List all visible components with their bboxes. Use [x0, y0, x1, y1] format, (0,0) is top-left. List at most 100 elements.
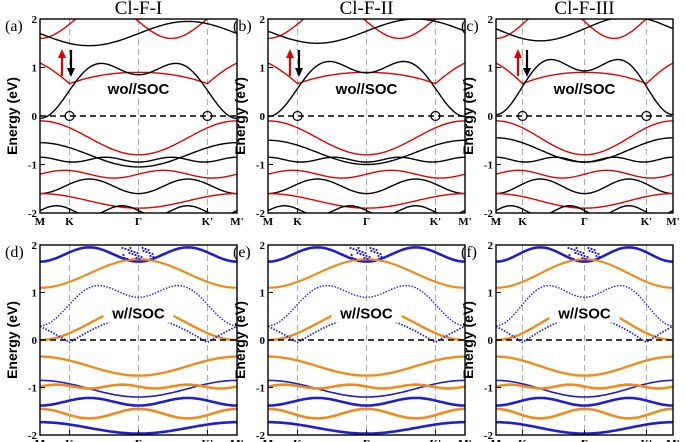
dirac-point-marker: [641, 110, 652, 122]
panel-label: (c): [461, 18, 479, 35]
band-line: [40, 20, 237, 47]
band-noise-dot: [376, 251, 379, 255]
y-tick-label: 1: [260, 288, 266, 300]
band-line: [268, 19, 437, 40]
band-noise-dot: [134, 253, 137, 257]
soc-annotation-backdrop: [543, 80, 626, 99]
y-tick-label: 1: [260, 63, 266, 75]
band-noise-dot: [349, 246, 352, 250]
band-noise-dot: [365, 254, 368, 258]
band-line: [496, 407, 673, 420]
band-noise-dot: [576, 249, 579, 253]
panel-label: (a): [5, 18, 23, 35]
y-tick-label: 2: [260, 14, 266, 26]
band-noise-dot: [137, 254, 140, 258]
band-line: [40, 258, 237, 289]
x-tick-label-K': K': [430, 216, 442, 228]
band-noise-dot: [368, 255, 371, 259]
band-panel-b: wo//SOC -2 -1 0 1 2 M K Γ K' M' Energy (eV) (b) Cl-F-…: [232, 0, 472, 228]
band-noise-dot: [140, 255, 143, 259]
band-line: [496, 284, 673, 327]
band-noise-dot: [122, 253, 125, 257]
y-tick-label: -1: [484, 383, 493, 395]
band-line: [40, 178, 237, 195]
band-noise-dot: [373, 250, 376, 254]
y-tick-label: 0: [32, 111, 38, 123]
spin-down-arrow-head: [295, 68, 303, 77]
band-noise-dot: [138, 257, 141, 261]
soc-annotation-backdrop: [549, 304, 620, 323]
band-noise-dot: [126, 257, 129, 261]
band-noise-dot: [577, 252, 580, 256]
y-tick-label: -1: [256, 383, 265, 395]
panel-label: (f): [461, 244, 477, 261]
spin-up-arrow-head: [514, 49, 522, 58]
band-line: [40, 284, 237, 327]
band-noise-dot: [366, 257, 369, 261]
band-line: [496, 383, 673, 390]
band-noise-dot: [149, 254, 152, 258]
band-line: [268, 396, 465, 407]
band-line: [268, 169, 465, 179]
x-tick-label-K': K': [641, 438, 653, 442]
band-line: [268, 139, 465, 166]
band-noise-dot: [575, 246, 578, 250]
y-tick-label: 1: [488, 63, 494, 75]
soc-annotation-backdrop: [103, 304, 174, 323]
x-tick-label-M': M': [666, 216, 679, 228]
x-tick-label-M': M': [230, 216, 243, 228]
spin-up-arrow-head: [58, 49, 66, 58]
band-noise-dot: [358, 249, 361, 253]
y-tick-label: -2: [256, 430, 266, 442]
band-line: [268, 246, 465, 263]
dirac-point-marker: [64, 110, 75, 122]
soc-annotation: wo//SOC: [553, 81, 616, 98]
band-noise-dot: [356, 251, 359, 255]
band-line: [496, 178, 673, 195]
band-noise-dot: [152, 255, 155, 259]
band-line: [496, 19, 673, 42]
y-tick-label: -1: [484, 160, 493, 172]
soc-annotation: w//SOC: [111, 306, 165, 323]
band-noise-dot: [133, 250, 136, 254]
x-tick-label-M: M: [491, 438, 502, 442]
band-noise-dot: [380, 255, 383, 259]
soc-annotation-backdrop: [325, 80, 408, 99]
band-noise-dot: [127, 248, 130, 252]
band-line: [40, 142, 237, 168]
x-tick-label-Γ: Γ: [363, 438, 370, 442]
band-noise-dot: [598, 255, 601, 259]
band-noise-dot: [379, 252, 382, 256]
y-axis-label: Energy (eV): [4, 301, 20, 379]
y-tick-label: -1: [28, 160, 37, 172]
band-line: [268, 284, 465, 327]
dirac-point-marker: [430, 110, 441, 122]
band-noise-dot: [362, 253, 365, 257]
spin-down-arrow-head: [523, 68, 531, 77]
band-line: [40, 19, 209, 40]
band-line: [40, 396, 237, 407]
x-tick-label-K: K: [518, 438, 527, 442]
band-noise-dot: [355, 248, 358, 252]
band-panel-e: w//SOC -2 -1 0 1 2 M K Γ K' M' Energy (eV) (e): [232, 240, 472, 442]
band-noise-dot: [375, 248, 378, 252]
band-line: [268, 120, 465, 156]
band-noise-dot: [135, 256, 138, 260]
x-tick-label-K: K: [65, 438, 74, 442]
band-noise-dot: [573, 248, 576, 252]
x-tick-label-K': K': [202, 216, 214, 228]
y-axis-label: Energy (eV): [460, 77, 476, 155]
column-title: Cl-F-III: [554, 0, 614, 19]
x-tick-label-M': M': [458, 216, 471, 228]
y-tick-label: 1: [32, 63, 38, 75]
y-axis-label: Energy (eV): [460, 301, 476, 379]
y-axis-label: Energy (eV): [232, 77, 248, 155]
x-tick-label-M': M': [458, 438, 471, 442]
band-line: [496, 379, 673, 398]
band-noise-dot: [584, 257, 587, 261]
band-line: [496, 355, 673, 377]
band-noise-dot: [567, 246, 570, 250]
band-line: [496, 396, 673, 407]
band-noise-dot: [361, 250, 364, 254]
